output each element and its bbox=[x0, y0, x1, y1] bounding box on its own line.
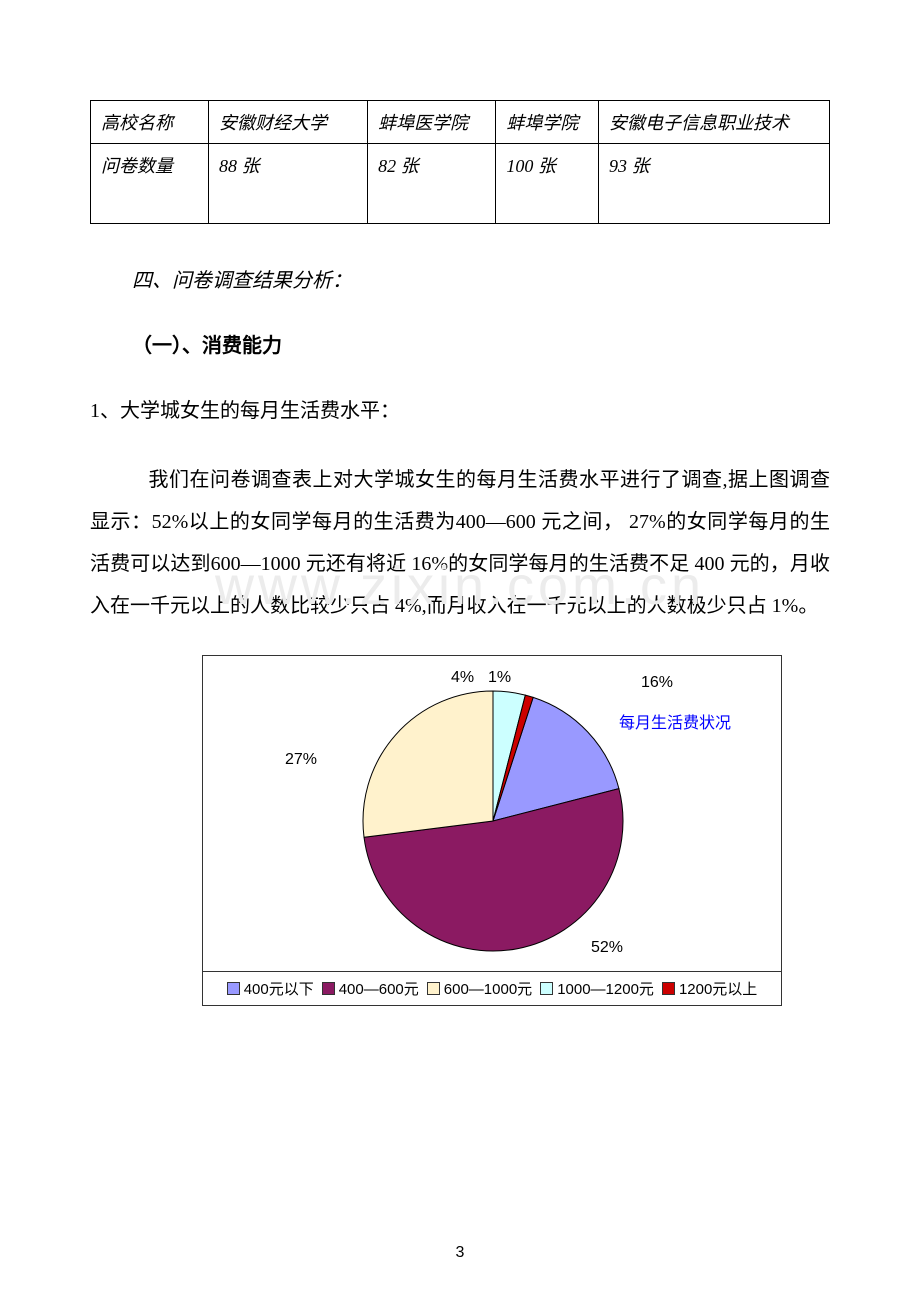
legend-label: 1000—1200元 bbox=[557, 978, 654, 999]
table-cell: 100 张 bbox=[496, 144, 599, 224]
legend-item: 400元以下 bbox=[227, 978, 314, 999]
pie-chart: 16% 52% 27% 4% 1% 每月生活费状况 400元以下 400—600元 600—… bbox=[202, 655, 782, 1006]
legend-swatch bbox=[227, 982, 240, 995]
table-cell: 高校名称 bbox=[91, 101, 209, 144]
legend-item: 1000—1200元 bbox=[540, 978, 654, 999]
legend-swatch bbox=[540, 982, 553, 995]
pie-slice-label: 1% bbox=[488, 669, 511, 687]
table-cell: 问卷数量 bbox=[91, 144, 209, 224]
pie-svg bbox=[358, 686, 628, 956]
legend-label: 600—1000元 bbox=[444, 978, 532, 999]
paragraph-text: 我们在问卷调查表上对大学城女生的每月生活费水平进行了调查,据上图调查显示：52%… bbox=[90, 469, 830, 617]
legend-swatch bbox=[322, 982, 335, 995]
chart-area: 16% 52% 27% 4% 1% 每月生活费状况 bbox=[203, 656, 781, 971]
table-cell: 蚌埠医学院 bbox=[368, 101, 496, 144]
chart-title: 每月生活费状况 bbox=[619, 709, 731, 733]
subsection-heading: （一）、消费能力 bbox=[90, 329, 830, 358]
survey-table: 高校名称 安徽财经大学 蚌埠医学院 蚌埠学院 安徽电子信息职业技术 问卷数量 8… bbox=[90, 100, 830, 224]
legend-swatch bbox=[662, 982, 675, 995]
legend-item: 600—1000元 bbox=[427, 978, 532, 999]
table-cell: 安徽财经大学 bbox=[209, 101, 368, 144]
page-number: 3 bbox=[456, 1244, 465, 1262]
chart-legend: 400元以下 400—600元 600—1000元 1000—1200元 1200元以上 bbox=[203, 971, 781, 1005]
legend-label: 400元以下 bbox=[244, 978, 314, 999]
section-heading: 四、问卷调查结果分析： bbox=[90, 264, 830, 293]
pie-slice-label: 16% bbox=[641, 674, 673, 692]
legend-item: 1200元以上 bbox=[662, 978, 757, 999]
item-heading: 1、大学城女生的每月生活费水平： bbox=[90, 394, 830, 423]
pie-slice-label: 27% bbox=[285, 751, 317, 769]
table-cell: 93 张 bbox=[599, 144, 830, 224]
legend-label: 1200元以上 bbox=[679, 978, 757, 999]
table-cell: 82 张 bbox=[368, 144, 496, 224]
legend-label: 400—600元 bbox=[339, 978, 419, 999]
table-cell: 88 张 bbox=[209, 144, 368, 224]
pie-slice-label: 52% bbox=[591, 939, 623, 957]
legend-swatch bbox=[427, 982, 440, 995]
table-cell: 蚌埠学院 bbox=[496, 101, 599, 144]
table-data-row: 问卷数量 88 张 82 张 100 张 93 张 bbox=[91, 144, 830, 224]
pie-slice-label: 4% bbox=[451, 669, 474, 687]
table-cell: 安徽电子信息职业技术 bbox=[599, 101, 830, 144]
pie-slice bbox=[363, 691, 493, 837]
document-content: 高校名称 安徽财经大学 蚌埠医学院 蚌埠学院 安徽电子信息职业技术 问卷数量 8… bbox=[90, 100, 830, 1006]
legend-item: 400—600元 bbox=[322, 978, 419, 999]
body-paragraph: 我们在问卷调查表上对大学城女生的每月生活费水平进行了调查,据上图调查显示：52%… bbox=[90, 459, 830, 627]
table-header-row: 高校名称 安徽财经大学 蚌埠医学院 蚌埠学院 安徽电子信息职业技术 bbox=[91, 101, 830, 144]
